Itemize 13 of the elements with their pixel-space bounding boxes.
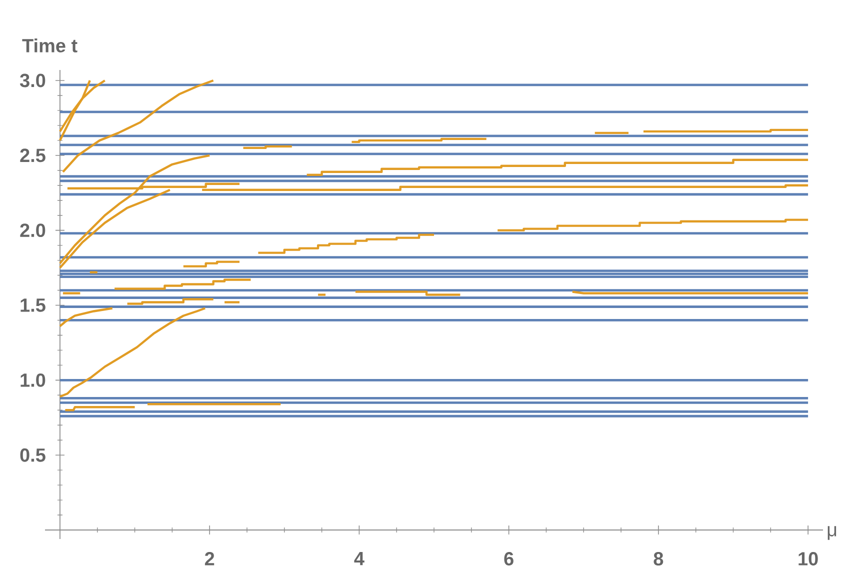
- y-tick-label: 1.0: [20, 373, 46, 387]
- x-tick-label: 2: [204, 552, 214, 566]
- y-tick-label: 0.5: [20, 448, 46, 462]
- x-tick-label: 6: [504, 552, 514, 566]
- y-tick-label: 3.0: [20, 74, 46, 88]
- y-tick-label: 2.0: [20, 224, 46, 238]
- y-tick-label: 1.5: [20, 298, 46, 312]
- x-axis-title: μ: [828, 526, 836, 540]
- y-tick-label: 2.5: [20, 148, 46, 162]
- x-tick-label: 10: [798, 552, 818, 566]
- x-tick-label: 8: [654, 552, 664, 566]
- y-axis-title: Time t: [22, 38, 78, 52]
- x-tick-label: 4: [354, 552, 364, 566]
